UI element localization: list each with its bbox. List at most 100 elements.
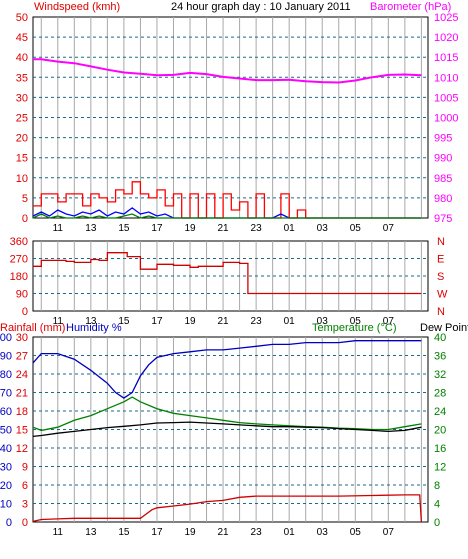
chart-title: 24 hour graph day : 10 January 2011 (171, 1, 351, 13)
humidity-tick-label: 50 (0, 425, 12, 437)
right-tick-label: 995 (434, 133, 452, 145)
right-tick-label: 980 (434, 193, 452, 205)
right-tick-label: 36 (434, 351, 446, 363)
left-tick-label: 25 (16, 113, 28, 125)
left-tick-label: 15 (16, 425, 28, 437)
temperature-label: Temperature (°C) (312, 322, 396, 334)
x-tick-label: 05 (350, 223, 362, 234)
humidity-tick-label: 90 (0, 351, 12, 363)
panel-frame (32, 240, 429, 312)
x-tick-label: 01 (284, 223, 296, 234)
series-line (32, 494, 423, 523)
right-tick-label: 24 (434, 406, 446, 418)
series-line (33, 252, 422, 295)
x-tick-label: 01 (284, 316, 296, 327)
left-tick-label: 21 (16, 388, 28, 400)
left-tick-label: 9 (22, 462, 28, 474)
left-tick-label: 0 (22, 517, 28, 529)
right-tick-label: 28 (434, 388, 446, 400)
x-tick-label: 15 (118, 223, 130, 234)
right-tick-label: W (437, 289, 448, 301)
right-tick-label: 985 (434, 173, 452, 185)
x-tick-label: 21 (218, 316, 230, 327)
left-tick-label: 27 (16, 351, 28, 363)
left-tick-label: 90 (16, 289, 28, 301)
x-tick-label: 07 (383, 223, 395, 234)
humidity-tick-label: 70 (0, 388, 12, 400)
left-tick-label: 45 (16, 32, 28, 44)
x-tick-label: 19 (184, 527, 196, 538)
x-tick-label: 21 (218, 223, 230, 234)
x-tick-label: 01 (284, 527, 296, 538)
x-tick-label: 07 (383, 527, 395, 538)
series-line (32, 213, 422, 219)
right-tick-label: 4 (434, 499, 440, 511)
plot-layer: 0510152025303540455097598098599099510001… (0, 12, 458, 538)
right-tick-label: 975 (434, 213, 452, 225)
left-tick-label: 3 (22, 499, 28, 511)
left-tick-label: 40 (16, 52, 28, 64)
left-tick-label: 270 (10, 254, 28, 266)
rainfall-label: Rainfall (mm) (0, 322, 65, 334)
left-tick-label: 30 (16, 332, 28, 344)
left-tick-label: 50 (16, 12, 28, 24)
x-tick-label: 19 (184, 316, 196, 327)
left-tick-label: 35 (16, 72, 28, 84)
x-tick-label: 23 (251, 223, 263, 234)
left-tick-label: 10 (16, 173, 28, 185)
right-tick-label: E (437, 254, 444, 266)
humidity-tick-label: 40 (0, 443, 12, 455)
right-tick-label: 1010 (434, 72, 458, 84)
series-line (32, 396, 422, 432)
humidity-tick-label: 80 (0, 369, 12, 381)
right-tick-label: 40 (434, 332, 446, 344)
left-tick-label: 360 (10, 236, 28, 248)
x-tick-label: 03 (317, 223, 329, 234)
left-tick-label: 18 (16, 406, 28, 418)
x-tick-label: 17 (151, 223, 163, 234)
left-tick-label: 12 (16, 443, 28, 455)
x-tick-label: 23 (251, 316, 263, 327)
series-line (32, 207, 422, 219)
x-tick-label: 17 (151, 316, 163, 327)
x-tick-label: 23 (251, 527, 263, 538)
x-tick-label: 21 (218, 527, 230, 538)
x-tick-label: 03 (317, 316, 329, 327)
left-tick-label: 20 (16, 133, 28, 145)
x-tick-label: 11 (53, 316, 64, 327)
right-tick-label: 1015 (434, 52, 458, 64)
right-tick-label: 16 (434, 443, 446, 455)
x-tick-label: 13 (85, 316, 97, 327)
barometer-label: Barometer (hPa) (370, 1, 451, 13)
right-tick-label: 0 (434, 517, 440, 529)
left-tick-label: 6 (22, 480, 28, 492)
humidity-tick-label: 0 (6, 517, 12, 529)
right-tick-label: 8 (434, 480, 440, 492)
x-tick-label: 05 (350, 527, 362, 538)
x-tick-label: 19 (184, 223, 196, 234)
right-tick-label: 20 (434, 425, 446, 437)
series-line (32, 340, 422, 399)
left-tick-label: 180 (10, 271, 28, 283)
x-tick-label: 11 (53, 527, 64, 538)
humidity-tick-label: 10 (0, 499, 12, 511)
windspeed-label: Windspeed (kmh) (34, 1, 120, 13)
right-tick-label: N (437, 236, 445, 248)
x-tick-label: 11 (53, 223, 64, 234)
x-tick-label: 03 (317, 527, 329, 538)
dewpoint-label: Dew Point (420, 322, 468, 334)
right-tick-label: 12 (434, 462, 446, 474)
x-tick-label: 05 (350, 316, 362, 327)
series-line (33, 58, 422, 84)
x-tick-label: 15 (118, 316, 130, 327)
x-tick-label: 13 (85, 527, 97, 538)
x-tick-label: 17 (151, 527, 163, 538)
humidity-tick-label: 100 (0, 332, 12, 344)
right-tick-label: 1025 (434, 12, 458, 24)
series-line (32, 421, 422, 438)
panel-frame (32, 16, 429, 219)
right-tick-label: 1000 (434, 113, 458, 125)
humidity-label: Humidity % (66, 322, 122, 334)
left-tick-label: 15 (16, 153, 28, 165)
left-tick-label: 0 (22, 213, 28, 225)
